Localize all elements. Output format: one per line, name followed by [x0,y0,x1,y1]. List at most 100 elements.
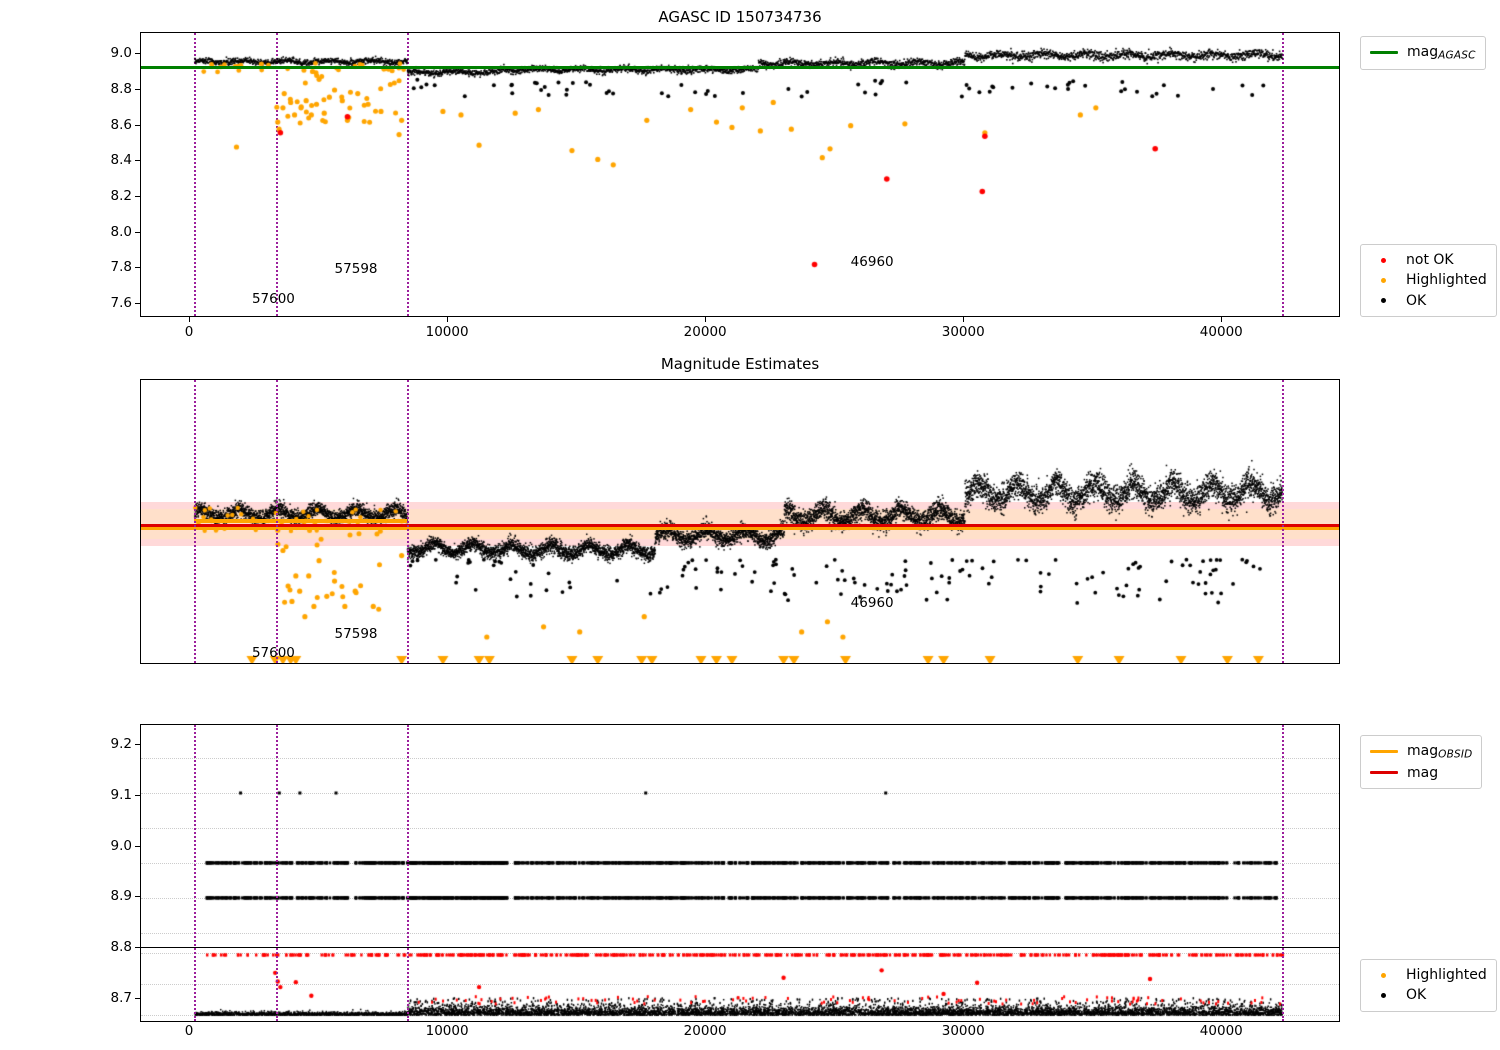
x-tick-mark-top [189,317,191,322]
obsid-divider-line [275,380,278,663]
panel-mid-title: Magnitude Estimates [660,355,820,373]
legend-top-magagasc[interactable]: magAGASC [1360,36,1486,70]
y-tick-mark-top [135,302,140,304]
legend-item-highlighted[interactable]: Highlighted [1370,270,1487,290]
y-tick-mark-top [135,195,140,197]
y-tick-label-mid: 8.8 [110,939,132,956]
y-tick-label-top: 7.8 [110,259,132,276]
y-tick-label-top: 8.8 [110,81,132,97]
y-tick-mark-mid [135,794,140,796]
axes-top: 57600 57598 46960 [140,32,1340,317]
x-tick-label-mid: 30000 [941,1023,985,1039]
legend-label-mid-highlighted: Highlighted [1406,967,1487,983]
x-tick-label-mid: 0 [184,1023,194,1039]
legend-label-mag-agasc: magAGASC [1407,44,1476,62]
mag-obsid-line [141,525,1339,530]
obsid-divider-line [1281,725,1284,1021]
legend-label-mag: mag [1407,764,1439,781]
legend-label-mag-obsid: magOBSID [1407,743,1473,761]
y-tick-label-top: 8.6 [110,116,132,133]
dot-swatch-black [1381,298,1386,304]
scatter-layer [141,725,1339,1021]
y-tick-label-top: 8.0 [110,223,132,240]
obsid-divider-line [275,725,278,1021]
y-tick-label-top: 9.0 [110,45,132,62]
legend-item-ok[interactable]: OK [1370,291,1487,311]
scatter-layer [141,33,1339,316]
line-swatch-orange [1370,750,1398,754]
dot-swatch-orange [1381,277,1386,283]
legend-sub-agasc: AGASC [1438,49,1476,62]
axes-mid: 57600 57598 46960 [140,379,1340,664]
legend-mid-status[interactable]: Highlighted OK [1360,959,1497,1012]
x-tick-mark-top [705,317,707,322]
y-tick-mark-mid [135,947,140,949]
dot-swatch-orange-mid [1381,972,1386,978]
x-tick-label-top: 20000 [683,324,727,340]
obsid-divider-line [406,380,409,663]
legend-item-not-ok[interactable]: not OK [1370,250,1487,270]
line-swatch-red [1370,771,1398,775]
legend-top-status[interactable]: not OK Highlighted OK [1360,244,1497,317]
axes-bottom [140,724,1340,1022]
panel-flags-and-dr: not Kalmannot trackSat. pixel.Ion. rad.d… [0,712,1500,1050]
dot-swatch-red [1381,257,1386,263]
y-tick-mark-top [135,267,140,269]
y-tick-mark-top [135,53,140,55]
y-tick-label-top: 8.2 [110,187,132,204]
y-tick-mark-mid [135,896,140,898]
y-tick-mark-mid [135,743,140,745]
legend-item-mag-agasc[interactable]: magAGASC [1370,42,1476,64]
y-tick-mark-mid [135,998,140,1000]
y-tick-label-mid: 8.7 [110,990,132,1007]
obsid-divider-line [406,725,409,1021]
panel-top-title: AGASC ID 150734736 [658,8,822,26]
legend-item-mag[interactable]: mag [1370,763,1472,783]
x-tick-label-top: 0 [184,324,194,340]
annotation-57600: 57600 [251,291,295,308]
legend-item-mag-obsid[interactable]: magOBSID [1370,741,1472,763]
y-tick-label-mid: 8.9 [110,888,132,905]
y-tick-mark-mid [135,845,140,847]
x-tick-mark-top [447,317,449,322]
panel-observed-magnitudes: AGASC ID 150734736 57600 57598 46960 7.6 7.… [0,0,1500,345]
x-tick-mark-top [963,317,965,322]
legend-item-mid-highlighted[interactable]: Highlighted [1370,965,1487,985]
legend-item-mid-ok[interactable]: OK [1370,985,1487,1005]
x-tick-label-mid: 40000 [1199,1023,1243,1039]
y-tick-mark-top [135,231,140,233]
annotation-57598: 57598 [334,261,378,278]
x-tick-label-mid: 20000 [683,1023,727,1039]
annotation-57598: 57598 [334,626,378,643]
obsid-divider-line [1281,380,1284,663]
y-tick-label-mid: 9.2 [110,735,132,752]
y-tick-mark-top [135,124,140,126]
y-tick-label-mid: 9.1 [110,786,132,803]
mag-agasc-line [141,66,1339,69]
dot-swatch-black-mid [1381,992,1386,998]
legend-label-highlighted: Highlighted [1406,272,1487,289]
x-tick-mark-top [1221,317,1223,322]
legend-sub-obsid: OBSID [1438,748,1473,761]
x-tick-label-top: 30000 [941,324,985,340]
x-tick-label-top: 10000 [425,324,469,340]
y-tick-label-mid: 9.0 [110,837,132,854]
mag-obsid-segment-early [194,518,407,523]
obsid-divider-line [194,380,197,663]
y-tick-mark-top [135,160,140,162]
legend-label-not-ok: not OK [1406,252,1454,268]
annotation-46960: 46960 [850,253,894,270]
obsid-divider-line [194,725,197,1021]
legend-label-mid-ok: OK [1406,987,1427,1004]
annotation-46960: 46960 [850,594,894,611]
y-tick-label-top: 8.4 [110,152,132,169]
y-tick-mark-top [135,89,140,90]
annotation-57600: 57600 [251,645,295,662]
legend-label-ok: OK [1406,292,1427,309]
mag-line [141,523,1339,527]
x-tick-label-mid: 10000 [425,1023,469,1039]
y-tick-label-top: 7.6 [110,294,132,311]
legend-mid-lines[interactable]: magOBSID mag [1360,735,1483,789]
x-tick-label-top: 40000 [1199,324,1243,340]
